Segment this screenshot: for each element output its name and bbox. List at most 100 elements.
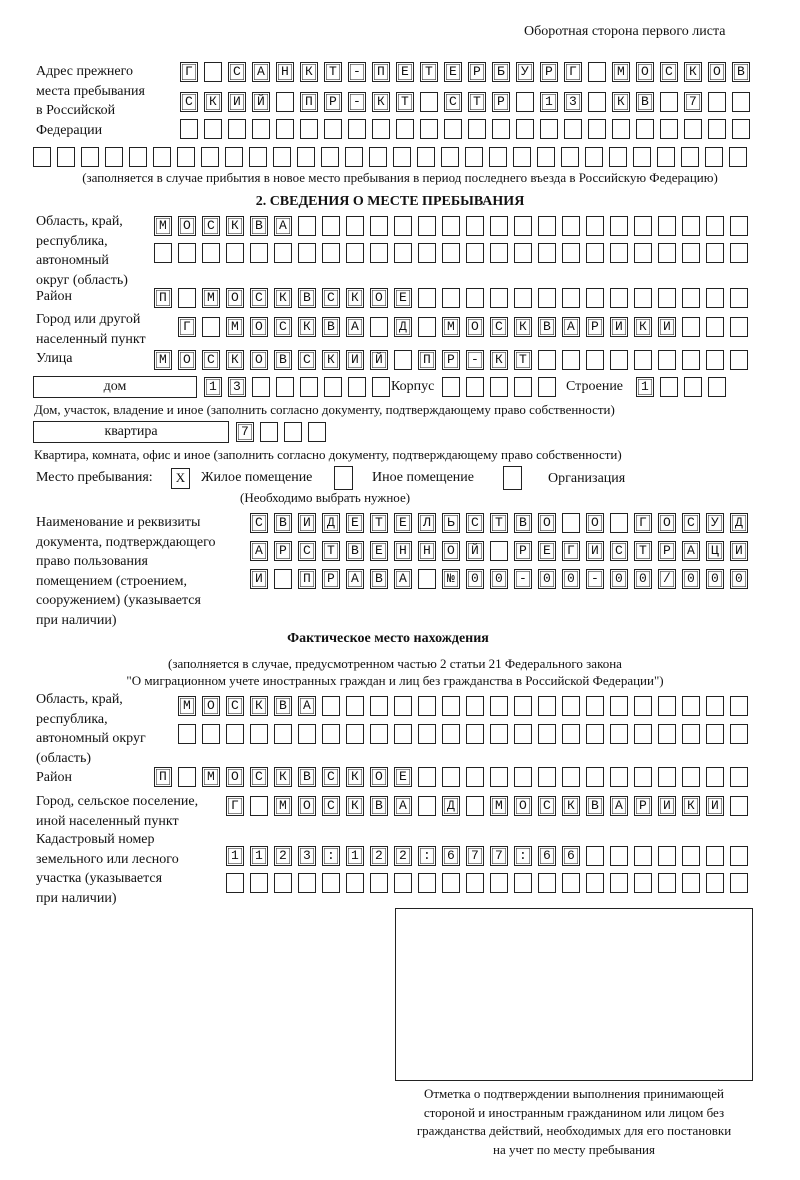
letter-cell [202,350,220,370]
region-row-text [159,243,759,263]
letter-cell [466,288,484,308]
option-residential-checkbox: X [171,468,190,489]
label-line: земельного или лесного [36,851,179,867]
letter-cell [226,724,244,744]
letter-cell [178,288,196,308]
letter-cell [178,696,196,716]
letter-cell [514,696,532,716]
letter-cell [370,317,388,337]
place-hint: (Необходимо выбрать нужное) [240,490,411,505]
label-line: Кадастровый номер [36,832,155,847]
actual-location-title: Фактическое место нахождения [287,631,489,646]
letter-cell [634,846,652,866]
letter-cell [250,216,268,236]
letter-cell [660,92,678,112]
letter-cell [730,350,748,370]
letter-cell [369,147,387,167]
letter-cell [514,873,532,893]
letter-cell [540,119,558,139]
letter-cell [682,796,700,816]
letter-cell [634,873,652,893]
letter-cell [418,696,436,716]
letter-cell [466,873,484,893]
letter-cell [492,119,510,139]
letter-cell [585,147,603,167]
region-label: Область, край, республика, автономный округ… [36,212,128,290]
letter-cell [298,569,316,589]
letter-cell [634,796,652,816]
letter-cell [444,62,462,82]
letter-cell [300,377,318,397]
letter-cell [372,62,390,82]
letter-cell [394,724,412,744]
letter-cell [274,288,292,308]
letter-cell [396,92,414,112]
letter-cell [514,216,532,236]
letter-cell [730,796,748,816]
letter-cell [250,767,268,787]
letter-cell [610,767,628,787]
page-side-label: Оборотная сторона первого листа [524,24,726,39]
letter-cell [370,873,388,893]
letter-cell [274,317,292,337]
letter-cell [660,119,678,139]
letter-cell [466,569,484,589]
letter-cell [202,724,220,744]
option-other-premises-checkbox [334,466,353,490]
letter-cell [298,513,316,533]
letter-cell [562,243,580,263]
letter-cell [322,696,340,716]
letter-cell [490,317,508,337]
letter-cell [178,243,196,263]
letter-cell [394,243,412,263]
letter-cell [418,873,436,893]
letter-cell [706,873,724,893]
letter-cell [346,243,364,263]
letter-cell [274,513,292,533]
letter-cell [538,873,556,893]
letter-cell [588,119,606,139]
letter-cell [322,317,340,337]
option-organization-label: Организация [548,471,626,486]
letter-cell [636,62,654,82]
letter-cell [420,92,438,112]
letter-cell [466,317,484,337]
letter-cell [538,317,556,337]
letter-cell [682,696,700,716]
label-line: места пребывания [36,83,145,99]
letter-cell [322,724,340,744]
letter-cell [682,767,700,787]
confirmation-stamp-box [395,908,753,1081]
letter-cell [660,377,678,397]
letter-cell [202,243,220,263]
letter-cell [228,62,246,82]
letter-cell [708,377,726,397]
district-row-text: П МОСКВСКОЕ [159,290,760,305]
letter-cell [346,767,364,787]
label-line: при наличии) [36,612,117,628]
letter-cell [442,767,460,787]
letter-cell [372,92,390,112]
letter-cell [226,696,244,716]
letter-cell [490,513,508,533]
letter-cell [682,569,700,589]
letter-cell [490,796,508,816]
letter-cell [490,377,508,397]
letter-cell [706,288,724,308]
letter-cell [466,767,484,787]
letter-cell [586,846,604,866]
letter-cell [706,513,724,533]
letter-cell [562,569,580,589]
stroenie-row-text: 1 [641,379,738,394]
letter-cell [634,317,652,337]
label-line: населенный пункт [36,331,146,347]
letter-cell [634,243,652,263]
letter-cell [370,569,388,589]
letter-cell [634,513,652,533]
letter-cell [250,288,268,308]
letter-cell [228,377,246,397]
letter-cell [586,513,604,533]
letter-cell [250,873,268,893]
letter-cell [154,243,172,263]
district-label: Район [36,289,72,304]
